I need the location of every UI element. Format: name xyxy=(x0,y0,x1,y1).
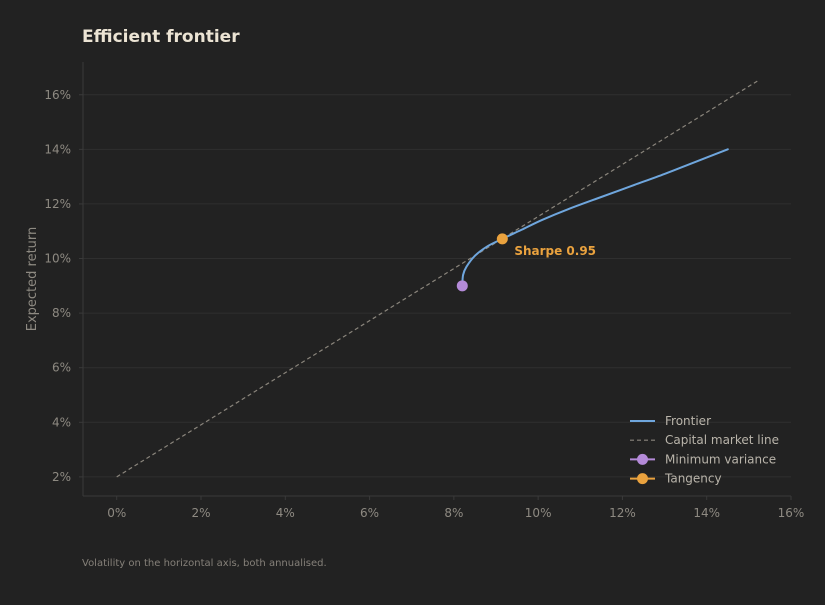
annotations: Sharpe 0.95 xyxy=(514,244,596,258)
legend-frontier-label: Frontier xyxy=(665,414,711,428)
legend-tangency: Tangency xyxy=(630,472,722,486)
legend-capital-market-line: Capital market line xyxy=(630,433,779,447)
y-tick-label: 14% xyxy=(44,142,71,156)
y-tick-label: 12% xyxy=(44,197,71,211)
legend-min-variance-marker xyxy=(637,453,648,465)
x-tick-label: 14% xyxy=(693,506,720,520)
x-tick-label: 12% xyxy=(609,506,636,520)
grid xyxy=(83,94,791,478)
legend-min-variance: Minimum variance xyxy=(630,452,776,466)
sharpe-annotation: Sharpe 0.95 xyxy=(514,244,596,258)
x-tick-label: 16% xyxy=(778,506,805,520)
footnote: Volatility on the horizontal axis, both … xyxy=(82,558,327,569)
x-tick-label: 10% xyxy=(525,506,552,520)
y-tick-label: 8% xyxy=(52,306,71,320)
chart-title: Efficient frontier xyxy=(82,27,240,47)
y-tick-label: 16% xyxy=(44,88,71,102)
frontier-line xyxy=(461,148,729,287)
y-axis-label: Expected return xyxy=(25,227,40,332)
legend: Frontier Capital market line Minimum varia… xyxy=(630,414,779,486)
tangency-point xyxy=(496,233,508,245)
legend-tangency-marker xyxy=(637,473,648,485)
x-tick-label: 0% xyxy=(107,506,126,520)
y-tick-label: 6% xyxy=(52,361,71,375)
legend-min-variance-label: Minimum variance xyxy=(665,452,776,466)
x-tick-label: 2% xyxy=(191,506,210,520)
x-tick-label: 4% xyxy=(276,506,295,520)
x-tick-label: 8% xyxy=(444,506,463,520)
axes: 2% 4% 6% 8% 10% 12% 14% 16% 0% 2% 4% 6% 8% 10% 12% 14% 1… xyxy=(44,62,804,520)
series xyxy=(116,80,758,478)
y-tick-label: 4% xyxy=(52,415,71,429)
legend-tangency-label: Tangency xyxy=(664,472,722,486)
y-tick-label: 10% xyxy=(44,252,71,266)
min-variance-point xyxy=(456,280,468,292)
legend-capital-market-line-label: Capital market line xyxy=(665,433,779,447)
x-tick-label: 6% xyxy=(360,506,379,520)
legend-frontier: Frontier xyxy=(630,414,711,428)
y-tick-label: 2% xyxy=(52,470,71,484)
